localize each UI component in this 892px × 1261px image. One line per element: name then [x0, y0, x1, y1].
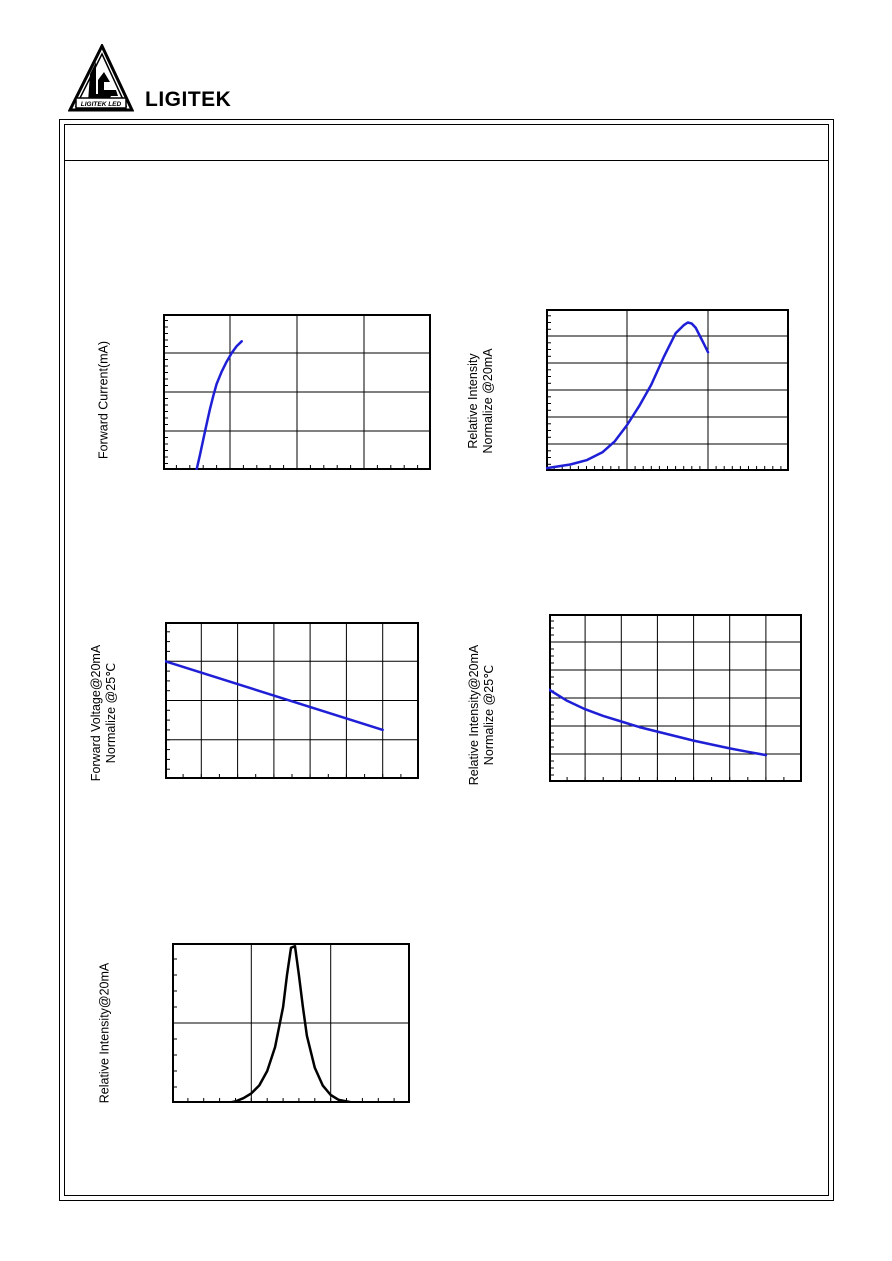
ylabel-line: Relative Intensity@20mA [467, 644, 481, 786]
ylabel-line: Normalize @25℃ [482, 664, 496, 766]
chart-svg [163, 314, 431, 470]
spectral-distribution-ylabel: Relative Intensity@20mA [98, 963, 113, 1104]
ylabel-line: Normalize @25℃ [104, 662, 118, 764]
brand-name: LIGITEK [145, 88, 232, 111]
page-frame-inner [64, 124, 829, 1196]
spectral-distribution-chart [172, 943, 410, 1103]
series-line-0 [165, 659, 384, 732]
logo-caption: LIGITEK LED [81, 101, 122, 108]
relative-intensity-temp-chart [549, 614, 802, 782]
forward-voltage-temp-ylabel: Forward Voltage@20mA Normalize @25℃ [89, 645, 119, 781]
forward-current-chart [163, 314, 431, 470]
series-line-0 [549, 688, 768, 757]
chart-svg [165, 622, 419, 779]
chart-svg [546, 309, 789, 471]
forward-voltage-temp-chart [165, 622, 419, 779]
ylabel-line: Normalize @20mA [481, 348, 495, 454]
chart-svg [172, 943, 410, 1103]
forward-current-ylabel: Forward Current(mA) [97, 341, 112, 459]
series-line-0 [546, 321, 710, 470]
ylabel-line: Relative Intensity@20mA [97, 962, 112, 1104]
ylabel-line: Forward Current(mA) [96, 340, 111, 460]
ylabel-line: Relative Intensity [466, 353, 480, 449]
ligitek-logo: LIGITEK LED [68, 44, 134, 112]
page-frame-outer [59, 119, 834, 1201]
relative-intensity-current-ylabel: Relative Intensity Normalize @20mA [466, 348, 496, 453]
ylabel-line: Forward Voltage@20mA [89, 644, 103, 782]
chart-svg [549, 614, 802, 782]
relative-intensity-current-chart [546, 309, 789, 471]
series-line-0 [195, 340, 243, 470]
relative-intensity-temp-ylabel: Relative Intensity@20mA Normalize @25℃ [467, 645, 497, 786]
header-divider [64, 160, 829, 161]
series-line-0 [226, 944, 356, 1103]
